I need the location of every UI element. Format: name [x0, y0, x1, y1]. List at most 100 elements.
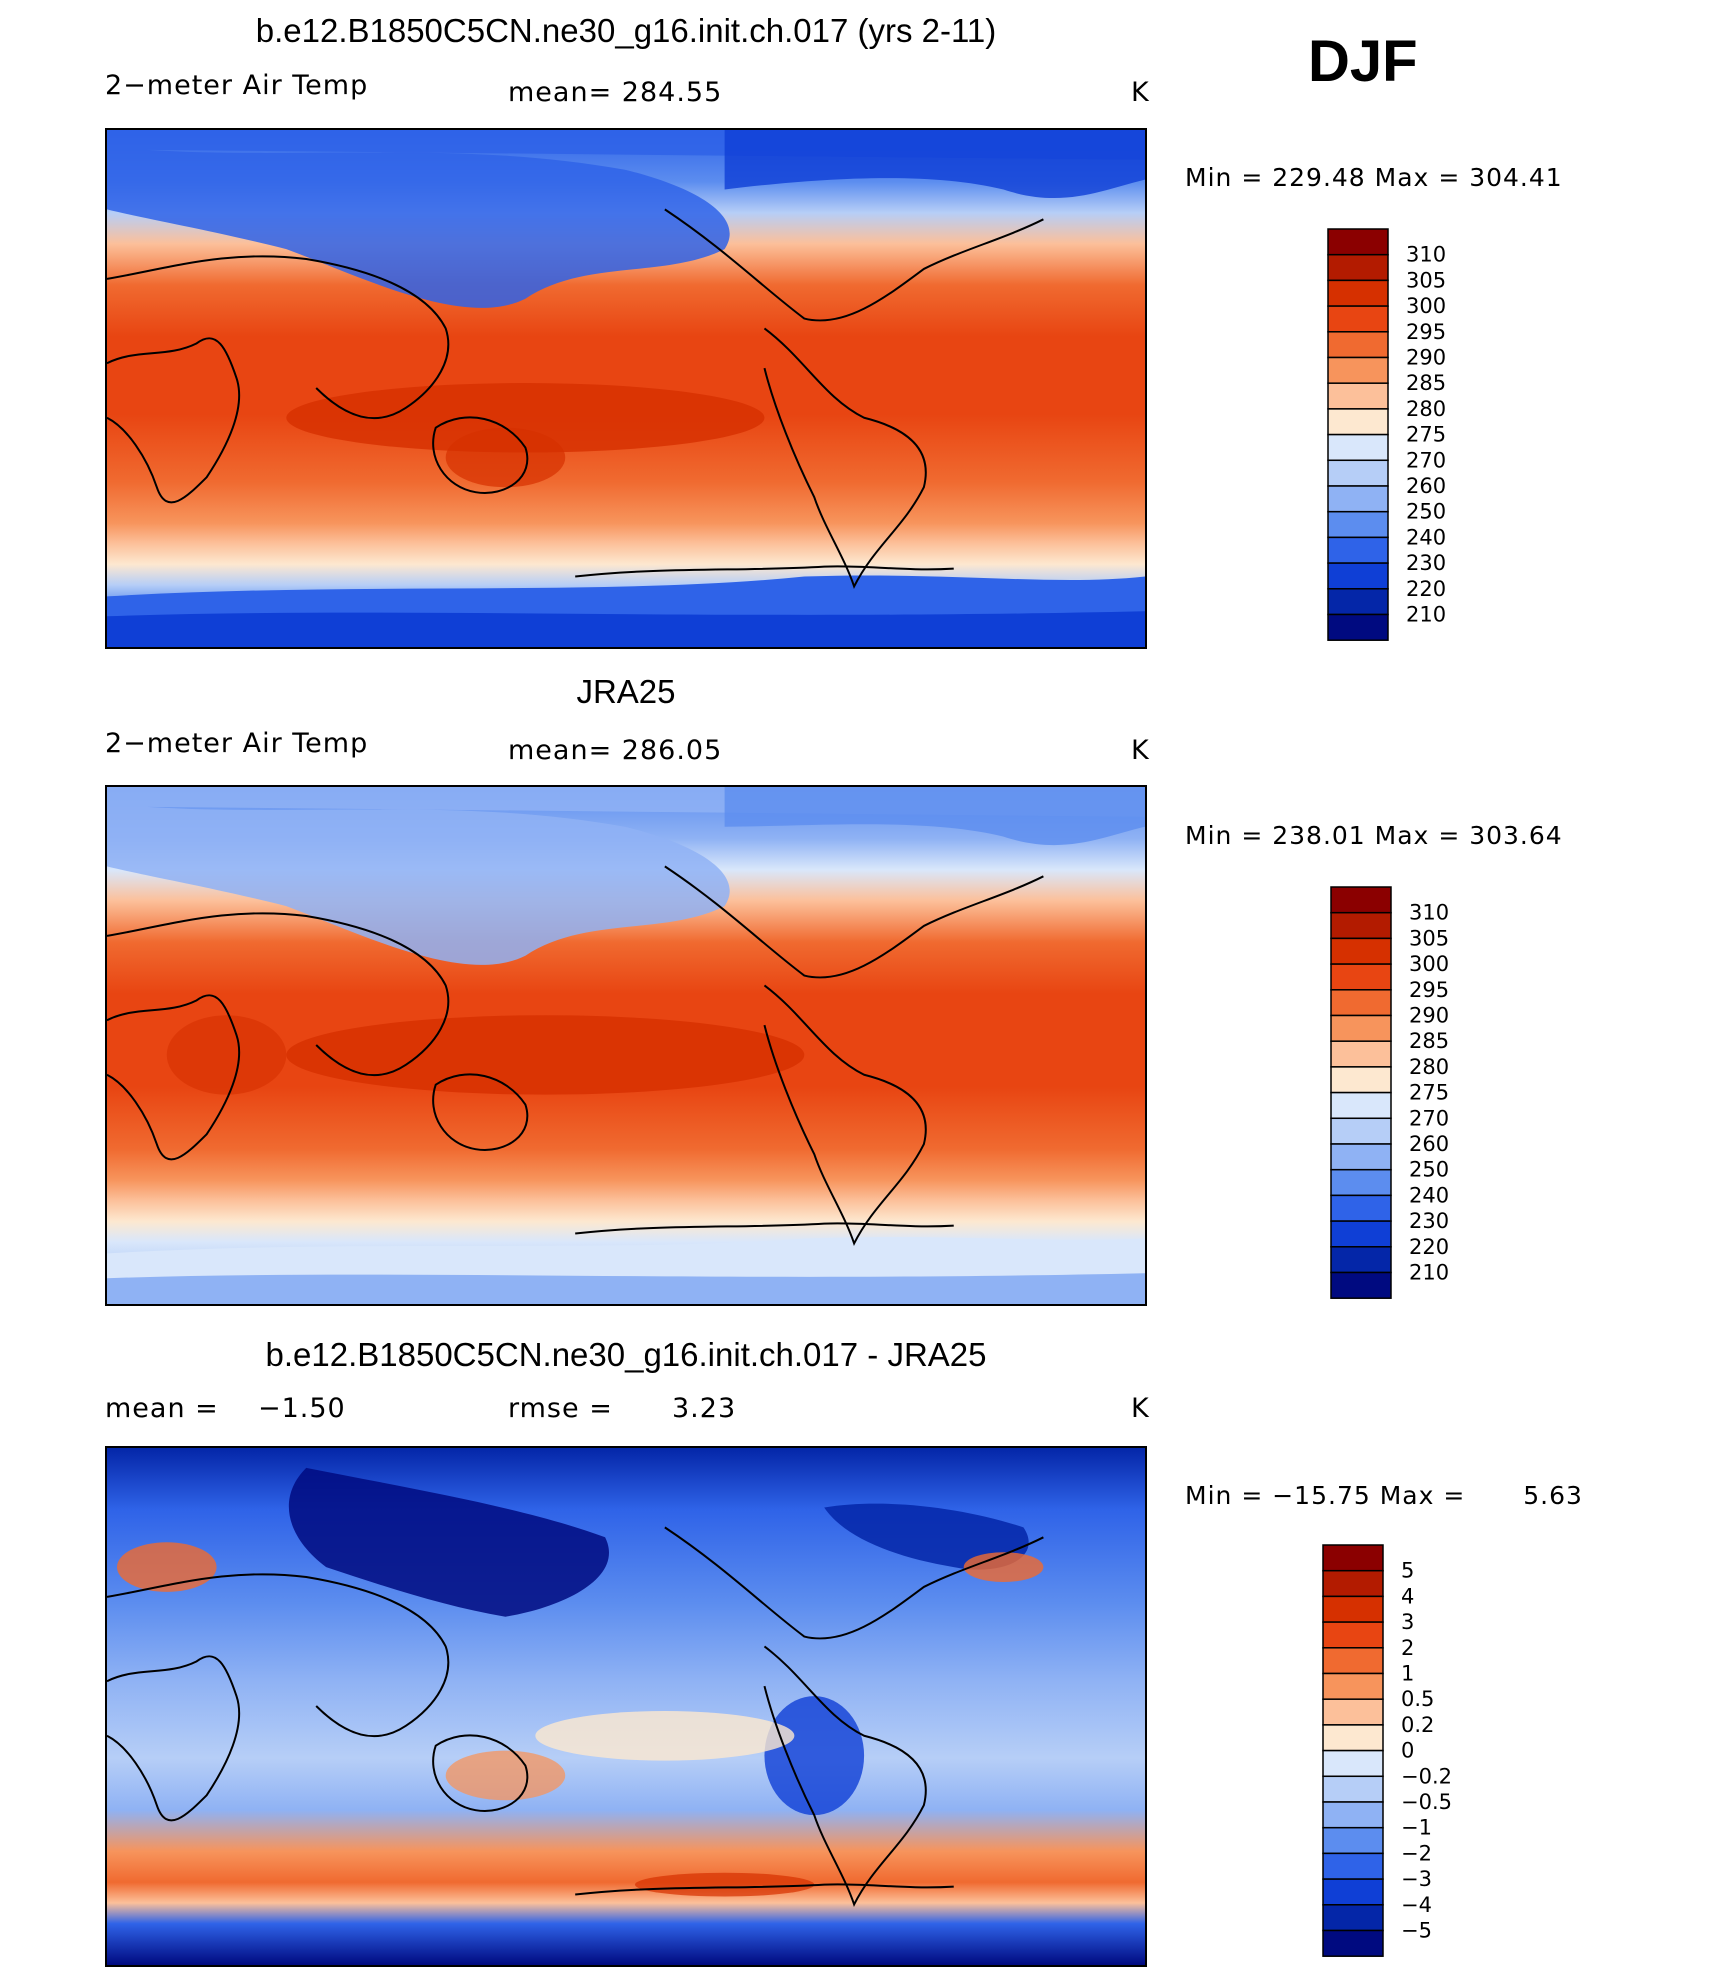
colorbar-label: 290 — [1409, 1004, 1449, 1028]
colorbar-box — [1327, 485, 1389, 513]
panel1-min-eq: = — [1241, 163, 1264, 192]
colorbar-box — [1322, 1595, 1384, 1623]
panel2-units: K — [1131, 735, 1150, 766]
panel1-colorbar: 310 305 300 295 290 285 280 275 270 260 250 240 230 2… — [1327, 228, 1478, 641]
panel3-title: b.e12.B1850C5CN.ne30_g16.init.ch.017 - J… — [265, 1336, 987, 1373]
colorbar-box — [1322, 1775, 1384, 1803]
colorbar-label: 275 — [1409, 1081, 1449, 1105]
panel1-mean-value: 284.55 — [621, 77, 723, 108]
colorbar-label: −2 — [1401, 1841, 1432, 1865]
panel2-mean-label: mean= — [508, 735, 613, 766]
panel1-mean: mean= 284.55 — [508, 77, 722, 108]
panel2-max-eq: = — [1438, 821, 1461, 850]
colorbar-box — [1322, 1569, 1384, 1598]
panel3-diff-mean-label: mean = — [105, 1393, 219, 1424]
panel3-rmse-label: rmse = — [508, 1393, 613, 1424]
panel1-contour-plot — [107, 130, 1145, 647]
colorbar-box — [1322, 1724, 1384, 1752]
panel3-rmse-value: 3.23 — [672, 1393, 737, 1424]
panel1-minmax: Min = 229.48 Max = 304.41 — [1185, 163, 1563, 192]
colorbar-label: 220 — [1409, 1235, 1449, 1259]
colorbar-label: 210 — [1409, 1261, 1449, 1285]
colorbar-box — [1327, 588, 1389, 616]
colorbar-box — [1327, 459, 1389, 487]
colorbar-box — [1327, 228, 1389, 256]
colorbar-label: 260 — [1406, 474, 1446, 498]
panel2-min-value: 238.01 — [1272, 821, 1366, 850]
colorbar-box — [1322, 1544, 1384, 1572]
colorbar-label: 270 — [1406, 448, 1446, 472]
colorbar-label: 210 — [1406, 603, 1446, 627]
colorbar-label: 3 — [1401, 1610, 1414, 1634]
panel3-max-eq: = — [1443, 1481, 1466, 1510]
panel3-contour-plot — [107, 1448, 1145, 1965]
panel3-diff-mean: mean = −1.50 — [105, 1393, 346, 1424]
colorbar-label: 0.5 — [1401, 1687, 1434, 1711]
colorbar-label: −1 — [1401, 1816, 1432, 1840]
colorbar-box — [1322, 1826, 1384, 1855]
panel1-max-eq: = — [1438, 163, 1461, 192]
colorbar-box — [1330, 1194, 1392, 1222]
panel1-max-value: 304.41 — [1469, 163, 1563, 192]
colorbar-label: 220 — [1406, 577, 1446, 601]
colorbar-label: 5 — [1401, 1559, 1414, 1583]
colorbar-label: 260 — [1409, 1132, 1449, 1156]
colorbar-box — [1330, 1220, 1392, 1248]
panel1-mean-label: mean= — [508, 77, 613, 108]
colorbar-label: 280 — [1409, 1055, 1449, 1079]
colorbar-label: 285 — [1406, 371, 1446, 395]
panel1-units: K — [1131, 77, 1150, 108]
colorbar-box — [1322, 1801, 1384, 1829]
panel3-max-value: 5.63 — [1523, 1481, 1583, 1510]
panel2-colorbar: 310 305 300 295 290 285 280 275 270 260 250 240 230 2… — [1330, 886, 1481, 1299]
colorbar-box — [1327, 433, 1389, 462]
colorbar-box — [1327, 613, 1389, 641]
colorbar-box — [1327, 356, 1389, 384]
colorbar-box — [1322, 1672, 1384, 1700]
colorbar-label: 4 — [1401, 1584, 1414, 1608]
colorbar-label: 230 — [1406, 551, 1446, 575]
colorbar-label: 275 — [1406, 423, 1446, 447]
colorbar-box — [1327, 382, 1389, 410]
colorbar-box — [1322, 1852, 1384, 1880]
panel1-colorbar-svg: 3103053002952902852802752702602502402302… — [1327, 228, 1446, 641]
panel1-map — [105, 128, 1147, 649]
panel2-max-label: Max — [1374, 821, 1430, 850]
colorbar-box — [1327, 331, 1389, 359]
colorbar-box — [1330, 1117, 1392, 1145]
colorbar-box — [1330, 963, 1392, 991]
panel2-colorbar-svg: 3103053002952902852802752702602502402302… — [1330, 886, 1449, 1299]
colorbar-label: 310 — [1406, 243, 1446, 267]
colorbar-box — [1322, 1647, 1384, 1675]
colorbar-box — [1322, 1621, 1384, 1649]
panel3-minmax: Min = −15.75 Max = 5.63 — [1185, 1481, 1583, 1510]
panel3-min-eq: = — [1241, 1481, 1264, 1510]
colorbar-box — [1330, 1091, 1392, 1120]
colorbar-label: −3 — [1401, 1867, 1432, 1891]
panel1-title: b.e12.B1850C5CN.ne30_g16.init.ch.017 (yr… — [255, 12, 997, 49]
panel3-diff-mean-value: −1.50 — [257, 1393, 346, 1424]
panel2-map — [105, 785, 1147, 1306]
colorbar-box — [1330, 937, 1392, 965]
colorbar-box — [1322, 1749, 1384, 1778]
colorbar-box — [1327, 279, 1389, 307]
panel2-max-value: 303.64 — [1469, 821, 1563, 850]
colorbar-box — [1327, 305, 1389, 333]
colorbar-label: 250 — [1406, 500, 1446, 524]
panel3-min-value: −15.75 — [1272, 1481, 1371, 1510]
colorbar-label: −4 — [1401, 1893, 1432, 1917]
colorbar-label: 290 — [1406, 346, 1446, 370]
colorbar-label: 0.2 — [1401, 1713, 1434, 1737]
panel3-units: K — [1131, 1393, 1150, 1424]
colorbar-label: 295 — [1406, 320, 1446, 344]
colorbar-label: 1 — [1401, 1662, 1414, 1686]
colorbar-label: 240 — [1409, 1183, 1449, 1207]
panel2-minmax: Min = 238.01 Max = 303.64 — [1185, 821, 1563, 850]
colorbar-box — [1330, 1271, 1392, 1299]
colorbar-label: 305 — [1409, 926, 1449, 950]
colorbar-box — [1330, 1066, 1392, 1094]
panel2-title: JRA25 — [576, 673, 676, 710]
colorbar-label: 250 — [1409, 1158, 1449, 1182]
colorbar-box — [1330, 1246, 1392, 1274]
